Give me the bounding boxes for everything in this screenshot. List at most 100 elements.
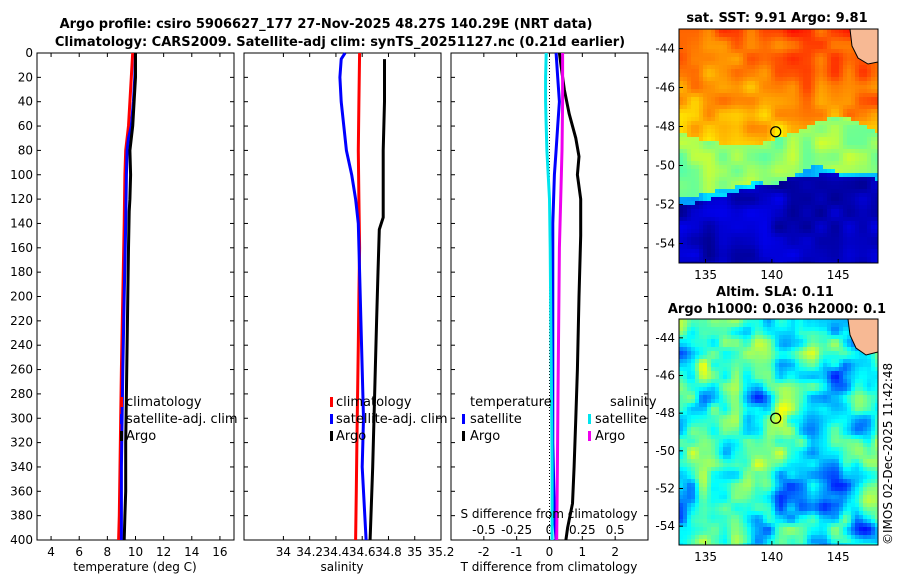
sla-cell [839,423,843,427]
sst-cell [847,89,851,93]
sst-cell [731,97,735,101]
sla-cell [715,355,719,359]
sst-cell [827,157,831,161]
sla-cell [739,351,743,355]
sst-cell [819,149,823,153]
sla-cell [775,399,779,403]
sst-cell [871,97,875,101]
sst-cell [691,209,695,213]
sla-cell [835,451,839,455]
sla-cell [799,451,803,455]
sst-cell [731,117,735,121]
sst-cell [851,193,855,197]
sst-cell [875,225,878,229]
sla-cell [751,451,755,455]
sst-cell [831,109,835,113]
sst-cell [851,81,855,85]
sla-cell [771,363,775,367]
x-tick-label: 34.6 [349,545,376,559]
sst-cell [739,225,743,229]
sst-cell [835,169,839,173]
sst-cell [787,97,791,101]
sst-cell [823,37,827,41]
sst-cell [747,113,751,117]
sla-cell [795,391,799,395]
sst-cell [811,77,815,81]
sst-cell [691,257,695,261]
sst-cell [731,229,735,233]
sst-cell [775,105,779,109]
sst-cell [755,117,759,121]
sla-cell [771,371,775,375]
sla-cell [711,419,715,423]
sst-cell [731,169,735,173]
sla-cell [727,347,731,351]
sst-cell [747,213,751,217]
sst-cell [723,69,727,73]
sla-cell [707,451,711,455]
sla-cell [807,455,811,459]
sst-cell [703,85,707,89]
sla-cell [843,375,847,379]
sst-cell [871,133,875,137]
sla-cell [719,351,723,355]
sst-cell [799,225,803,229]
sla-cell [807,451,811,455]
sst-cell [875,197,878,201]
sst-cell [819,117,823,121]
sla-cell [683,391,687,395]
sla-cell [819,363,823,367]
sst-cell [735,169,739,173]
sla-cell [695,323,699,327]
sst-cell [847,233,851,237]
sla-cell [827,319,831,323]
sla-cell [795,383,799,387]
sst-cell [687,73,691,77]
sst-cell [751,201,755,205]
sst-cell [715,41,719,45]
sst-cell [795,165,799,169]
sla-cell [691,379,695,383]
sla-cell [683,443,687,447]
sst-cell [855,177,859,181]
sla-cell [695,339,699,343]
sst-cell [711,85,715,89]
sst-cell [747,221,751,225]
sla-cell [707,323,711,327]
sst-cell [691,225,695,229]
sla-cell [799,327,803,331]
sla-cell [743,419,747,423]
sst-cell [827,125,831,129]
sst-cell [843,257,847,261]
sla-cell [859,431,863,435]
sla-cell [739,363,743,367]
sst-cell [803,109,807,113]
sla-cell [803,335,807,339]
sst-cell [791,93,795,97]
sla-cell [691,455,695,459]
sla-cell [679,395,683,399]
x-tick-label: 1 [579,545,587,559]
legend-label: Argo [470,429,500,444]
sst-cell [843,97,847,101]
sst-cell [779,217,783,221]
sla-cell [763,371,767,375]
sst-cell [707,33,711,37]
sst-cell [799,33,803,37]
sst-cell [723,57,727,61]
sla-cell [791,383,795,387]
sst-cell [843,241,847,245]
sla-cell [743,371,747,375]
sla-cell [731,339,735,343]
sst-cell [859,245,863,249]
sst-cell [727,73,731,77]
sst-cell [743,109,747,113]
sst-cell [707,173,711,177]
sst-cell [743,145,747,149]
sst-cell [679,173,683,177]
sla-cell [715,367,719,371]
y-tick-label: 300 [10,411,33,425]
sla-cell [807,383,811,387]
sla-cell [747,423,751,427]
sla-cell [699,459,703,463]
